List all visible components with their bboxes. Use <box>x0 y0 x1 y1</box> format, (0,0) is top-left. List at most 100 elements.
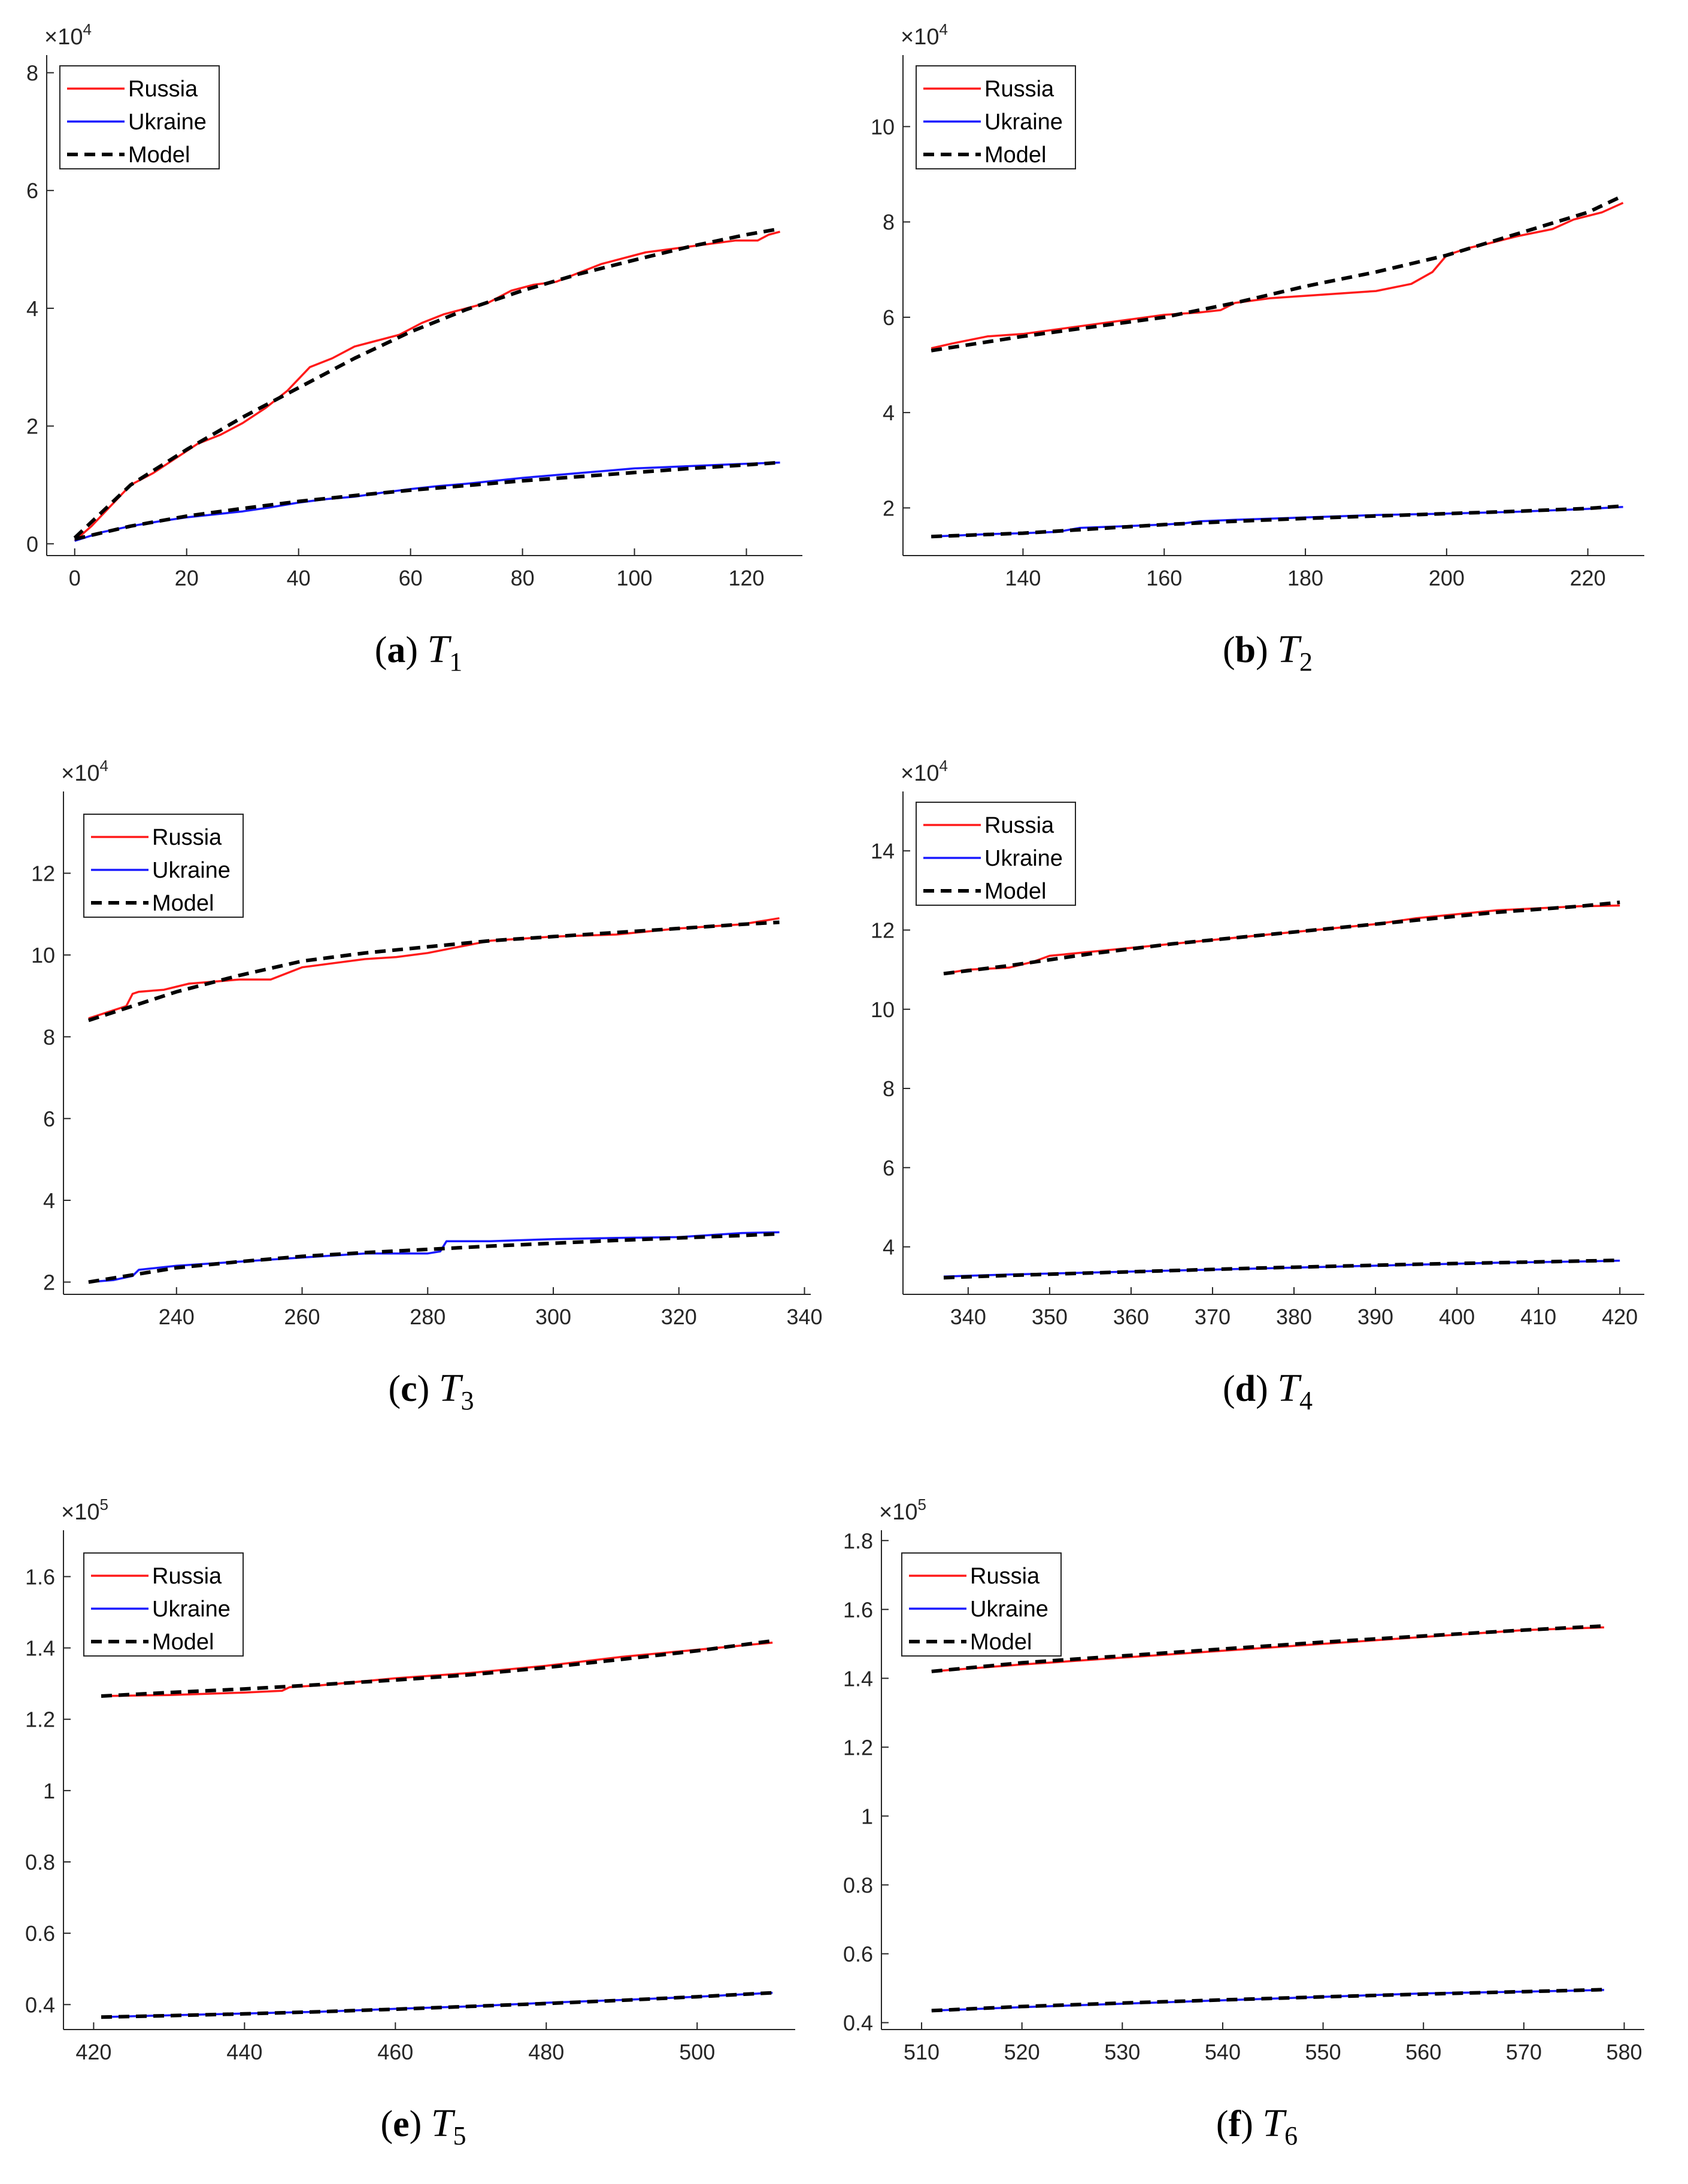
y-tick-label: 0 <box>26 532 38 556</box>
series-line-model <box>73 227 781 539</box>
y-tick-label: 1.6 <box>25 1564 55 1589</box>
series-line-russia <box>74 230 781 542</box>
chart-panel-b: 140 160 180 200 220 2 4 6 8 10 ×104 Russia Ukraine Mo… <box>871 20 1644 677</box>
x-tick-label: 460 <box>377 2040 413 2064</box>
caption-letter: e <box>393 2104 410 2144</box>
legend-label-ukraine: Ukraine <box>128 110 207 135</box>
x-tick-label: 280 <box>410 1305 446 1329</box>
legend-label-model: Model <box>152 1630 214 1655</box>
series-group <box>943 900 1620 1280</box>
caption-letter: a <box>387 630 405 671</box>
y-tick-label: 8 <box>43 1025 55 1049</box>
series-line-russia <box>943 904 1620 975</box>
series-line-model <box>931 504 1623 539</box>
caption-paren-open: ( <box>1223 1369 1235 1409</box>
x-tick-label: 140 <box>1005 566 1041 590</box>
caption-subscript: 6 <box>1284 2121 1298 2150</box>
legend: Russia Ukraine Model <box>916 802 1076 906</box>
x-tick-label: 260 <box>284 1305 320 1329</box>
caption-symbol: T <box>1277 627 1302 671</box>
legend-label-ukraine: Ukraine <box>152 1597 231 1622</box>
panel-caption: (d) T4 <box>1223 1366 1313 1415</box>
legend-label-ukraine: Ukraine <box>984 110 1063 135</box>
legend: Russia Ukraine Model <box>83 814 244 918</box>
y-tick-label: 2 <box>883 496 895 520</box>
y-tick-label: 1.2 <box>843 1735 873 1760</box>
series-group <box>87 917 780 1284</box>
axis-exponent-label: ×104 <box>901 757 948 786</box>
x-tick-label: 540 <box>1205 2040 1241 2064</box>
caption-symbol: T <box>428 627 452 671</box>
series-line-ukraine <box>74 461 780 542</box>
axis-exponent-power: 5 <box>99 1496 108 1513</box>
chart-panel-c: 240 260 280 300 320 340 2 4 6 8 10 12 ×104 Russia Ukra… <box>31 757 823 1415</box>
caption-symbol: T <box>439 1366 463 1410</box>
x-tick-label: 160 <box>1146 566 1182 590</box>
caption-subscript: 3 <box>461 1386 474 1415</box>
y-tick-label: 1.6 <box>843 1597 873 1622</box>
x-tick-label: 420 <box>1602 1305 1638 1329</box>
x-tick-label: 400 <box>1439 1305 1475 1329</box>
x-tick-label: 560 <box>1405 2040 1441 2064</box>
series-line-russia <box>88 917 780 1020</box>
axis-exponent-power: 4 <box>99 757 108 775</box>
axis-exponent-label: ×104 <box>44 20 92 50</box>
caption-subscript: 5 <box>453 2121 466 2150</box>
x-tick-label: 390 <box>1357 1305 1393 1329</box>
y-tick-label: 10 <box>31 943 55 967</box>
x-tick-label: 510 <box>904 2040 940 2064</box>
legend-box <box>916 65 1076 169</box>
y-tick-label: 0.8 <box>25 1850 55 1874</box>
caption-paren-close: ) <box>410 2104 431 2144</box>
series-line-model <box>87 920 780 1023</box>
legend: Russia Ukraine Model <box>83 1552 244 1657</box>
x-tick-label: 580 <box>1606 2040 1642 2064</box>
legend-label-model: Model <box>984 142 1047 168</box>
legend-box <box>83 1552 244 1657</box>
y-tick-label: 1 <box>43 1779 55 1803</box>
series-line-model <box>943 1258 1620 1280</box>
legend-label-russia: Russia <box>128 77 198 102</box>
caption-subscript: 4 <box>1299 1386 1313 1415</box>
y-tick-label: 10 <box>871 114 895 139</box>
y-tick-label: 0.6 <box>25 1921 55 1946</box>
x-tick-label: 360 <box>1113 1305 1149 1329</box>
caption-letter: f <box>1229 2104 1242 2144</box>
y-tick-label: 8 <box>883 210 895 235</box>
y-tick-label: 4 <box>883 401 895 425</box>
chart-panel-a: 0 20 40 60 80 100 120 0 2 4 6 8×104 Russia Ukraine Mod… <box>26 20 802 677</box>
panel-caption: (c) T3 <box>388 1366 474 1415</box>
series-group <box>73 227 781 542</box>
y-tick-label: 2 <box>26 414 38 439</box>
legend-label-russia: Russia <box>152 825 222 850</box>
caption-paren-open: ( <box>388 1369 401 1409</box>
axis-exponent-power: 4 <box>83 20 91 38</box>
x-tick-label: 340 <box>950 1305 986 1329</box>
y-tick-label: 1 <box>861 1804 873 1828</box>
x-tick-label: 60 <box>399 566 423 590</box>
series-line-russia <box>101 1641 773 1697</box>
y-tick-label: 0.6 <box>843 1942 873 1966</box>
x-tick-label: 340 <box>786 1305 822 1329</box>
series-group <box>931 194 1624 539</box>
x-tick-label: 500 <box>679 2040 715 2064</box>
y-tick-label: 12 <box>871 918 895 942</box>
y-tick-label: 1.4 <box>843 1666 873 1691</box>
y-tick-label: 1.2 <box>25 1707 55 1732</box>
legend-label-russia: Russia <box>970 1564 1040 1589</box>
series-line-model <box>88 1231 780 1284</box>
legend-label-ukraine: Ukraine <box>970 1597 1048 1622</box>
x-tick-label: 520 <box>1004 2040 1040 2064</box>
series-line-ukraine <box>931 506 1623 538</box>
caption-paren-open: ( <box>1216 2104 1229 2144</box>
caption-paren-open: ( <box>380 2104 393 2144</box>
series-line-model <box>943 900 1620 976</box>
series-line-model <box>931 1988 1604 2013</box>
y-tick-label: 6 <box>883 1155 895 1180</box>
legend-box <box>59 65 220 169</box>
x-tick-label: 180 <box>1287 566 1323 590</box>
legend-label-russia: Russia <box>984 77 1054 102</box>
caption-subscript: 1 <box>449 647 462 677</box>
axis-exponent-label: ×104 <box>61 757 108 786</box>
y-tick-label: 6 <box>26 178 38 203</box>
